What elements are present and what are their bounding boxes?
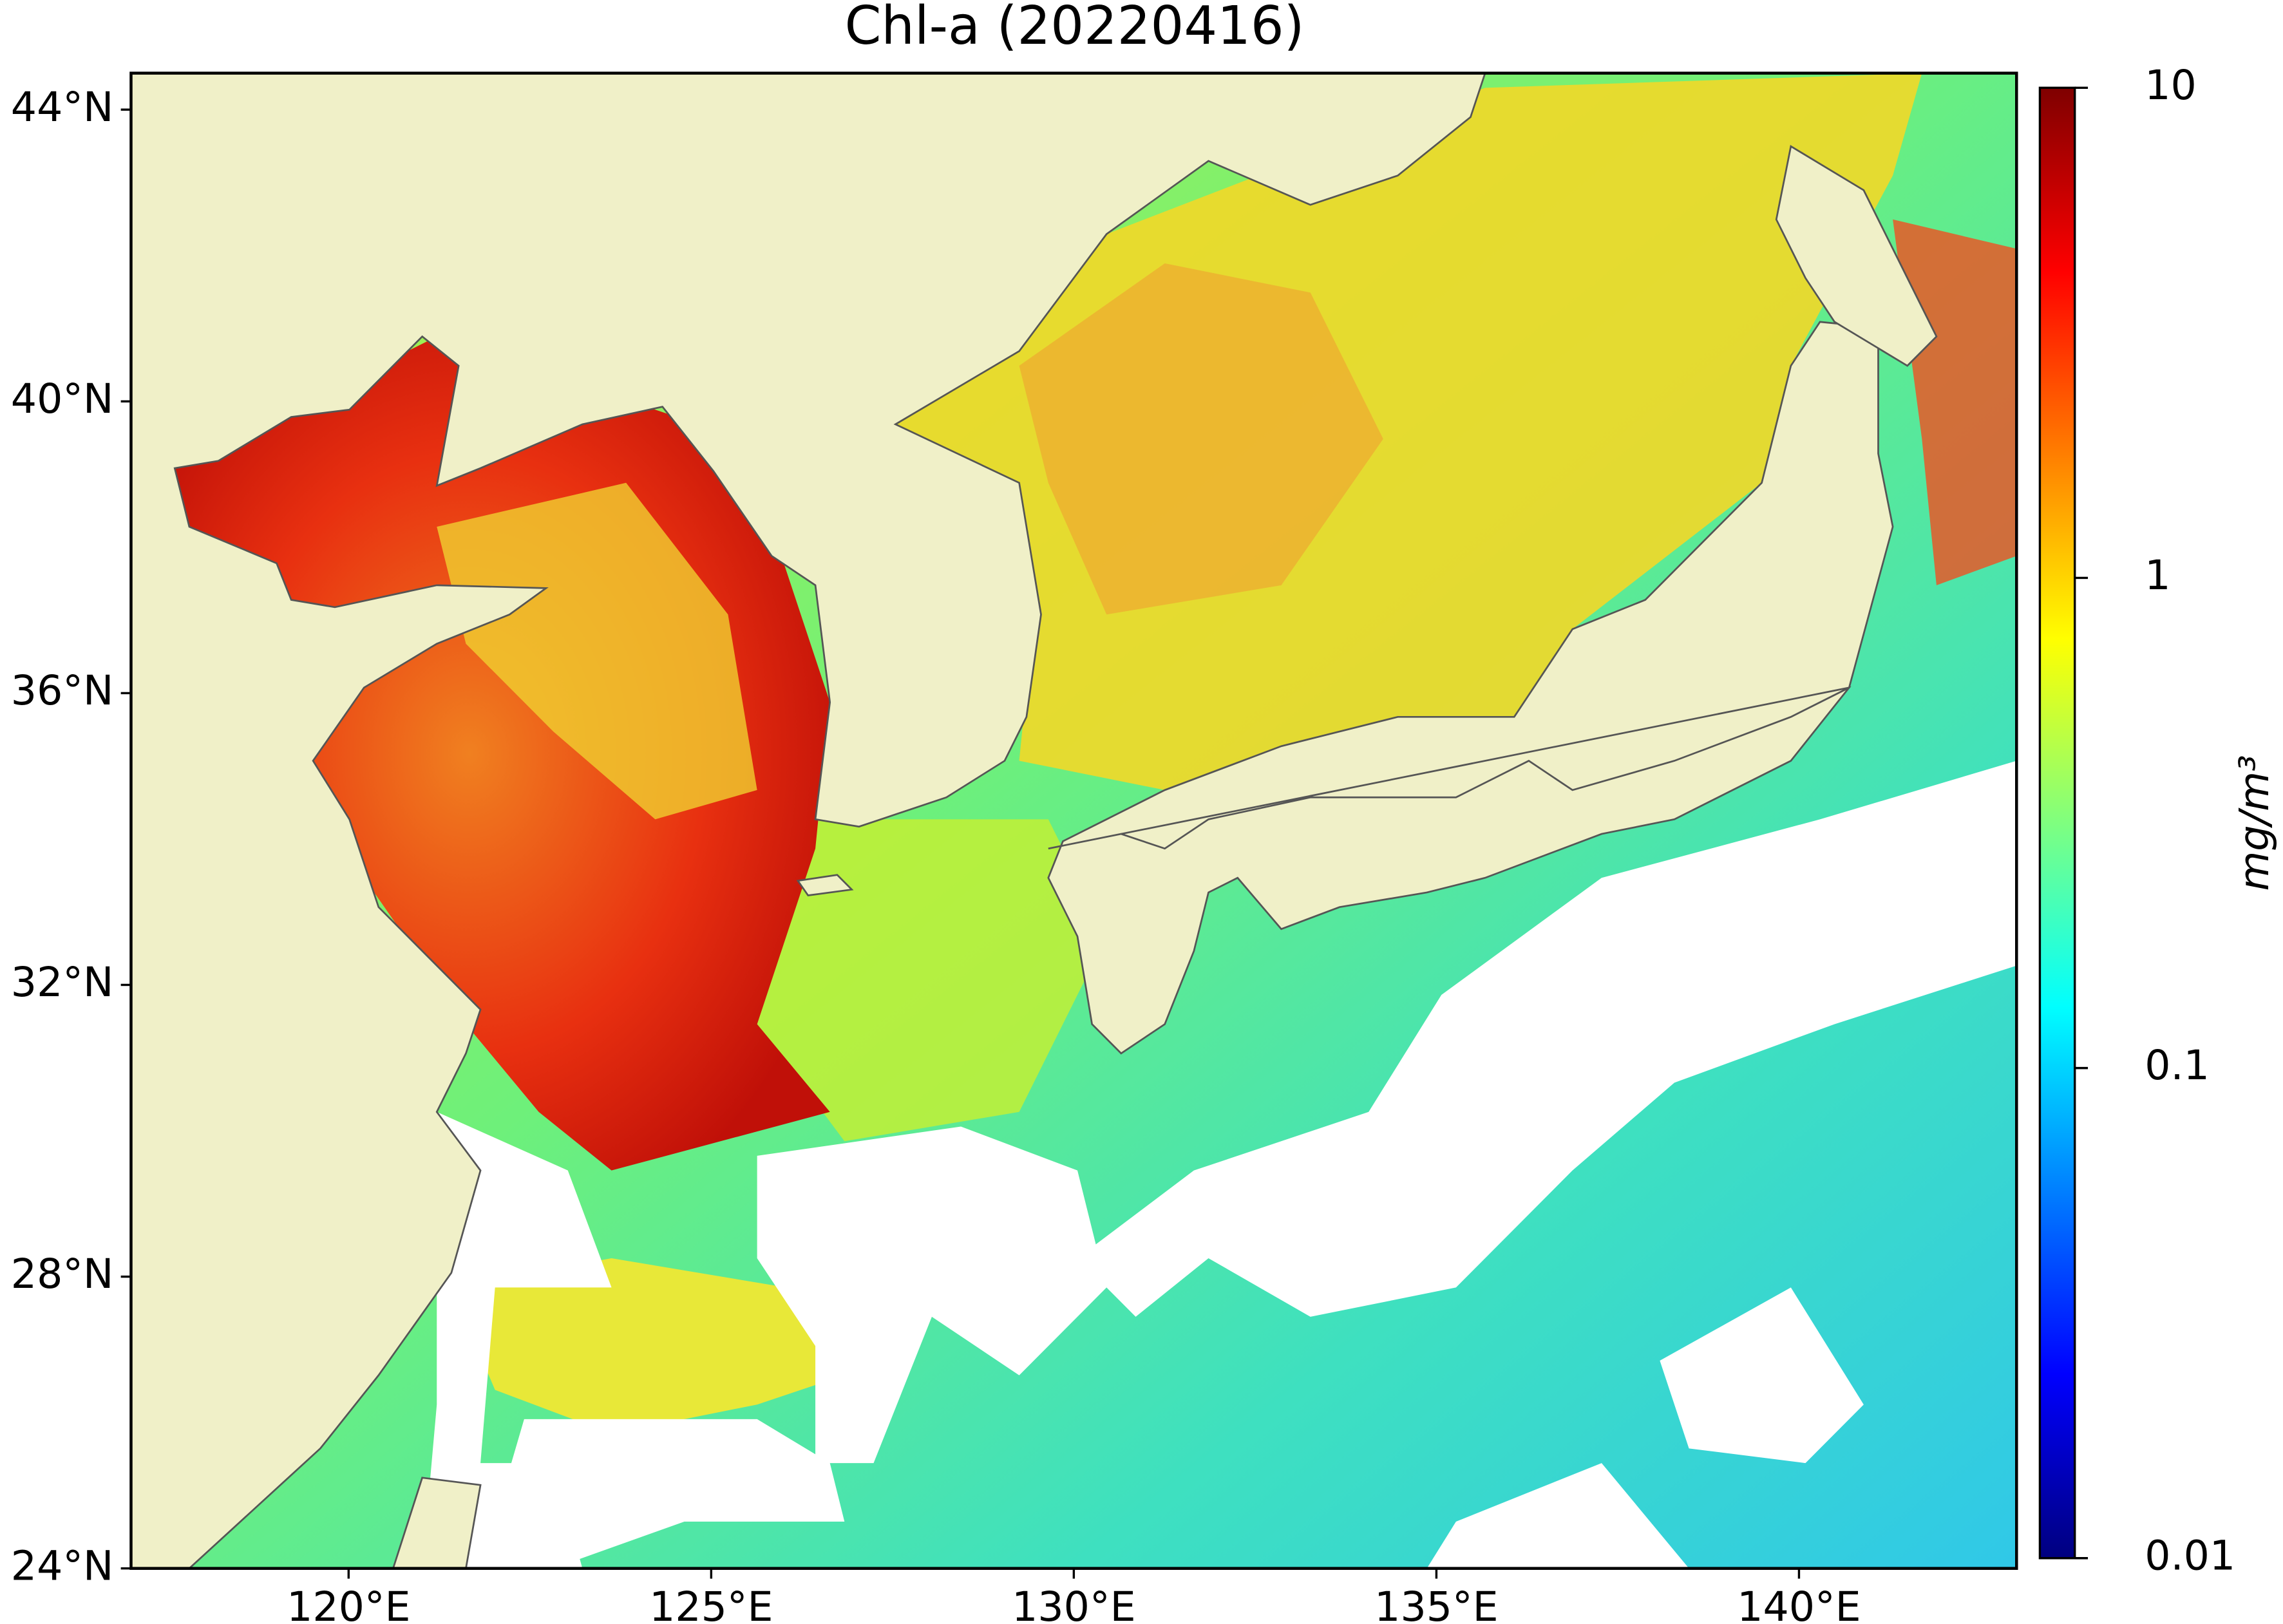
- y-tick-label: 44°N: [11, 83, 114, 131]
- y-tick-label: 24°N: [11, 1542, 114, 1589]
- south-bloom: [451, 1258, 845, 1434]
- clouds: [422, 760, 2017, 1569]
- x-tick-label: 120°E: [287, 1583, 410, 1624]
- japan-sea-bloom: [895, 73, 1922, 790]
- colorbar: [2038, 86, 2076, 1560]
- colorbar-tick-label: 0.1: [2145, 1041, 2210, 1089]
- japan: [1047, 321, 1894, 1055]
- japan-sea-orange: [1019, 263, 1383, 615]
- hokkaido: [1775, 145, 1938, 367]
- y-tick-label: 36°N: [11, 666, 114, 714]
- colorbar-tick-label: 10: [2145, 61, 2197, 109]
- map-area: [131, 73, 2017, 1569]
- x-tick-label: 140°E: [1737, 1583, 1861, 1624]
- jeju: [796, 874, 854, 896]
- x-tick-label: 125°E: [649, 1583, 773, 1624]
- land: [131, 73, 1938, 1569]
- colorbar-label: mg/m³: [2230, 755, 2278, 891]
- map-title: Chl-a (20220416): [845, 0, 1305, 57]
- x-tick-label: 135°E: [1374, 1583, 1498, 1624]
- yellow-sea-center: [437, 482, 757, 820]
- y-tick-label: 32°N: [11, 958, 114, 1006]
- mainland: [131, 73, 1486, 1569]
- colorbar-tick-label: 0.01: [2145, 1531, 2235, 1579]
- y-tick-label: 40°N: [11, 375, 114, 422]
- colorbar-tick-label: 1: [2145, 551, 2170, 599]
- taiwan: [392, 1477, 482, 1569]
- y-tick-label: 28°N: [11, 1250, 114, 1298]
- x-tick-label: 130°E: [1012, 1583, 1135, 1624]
